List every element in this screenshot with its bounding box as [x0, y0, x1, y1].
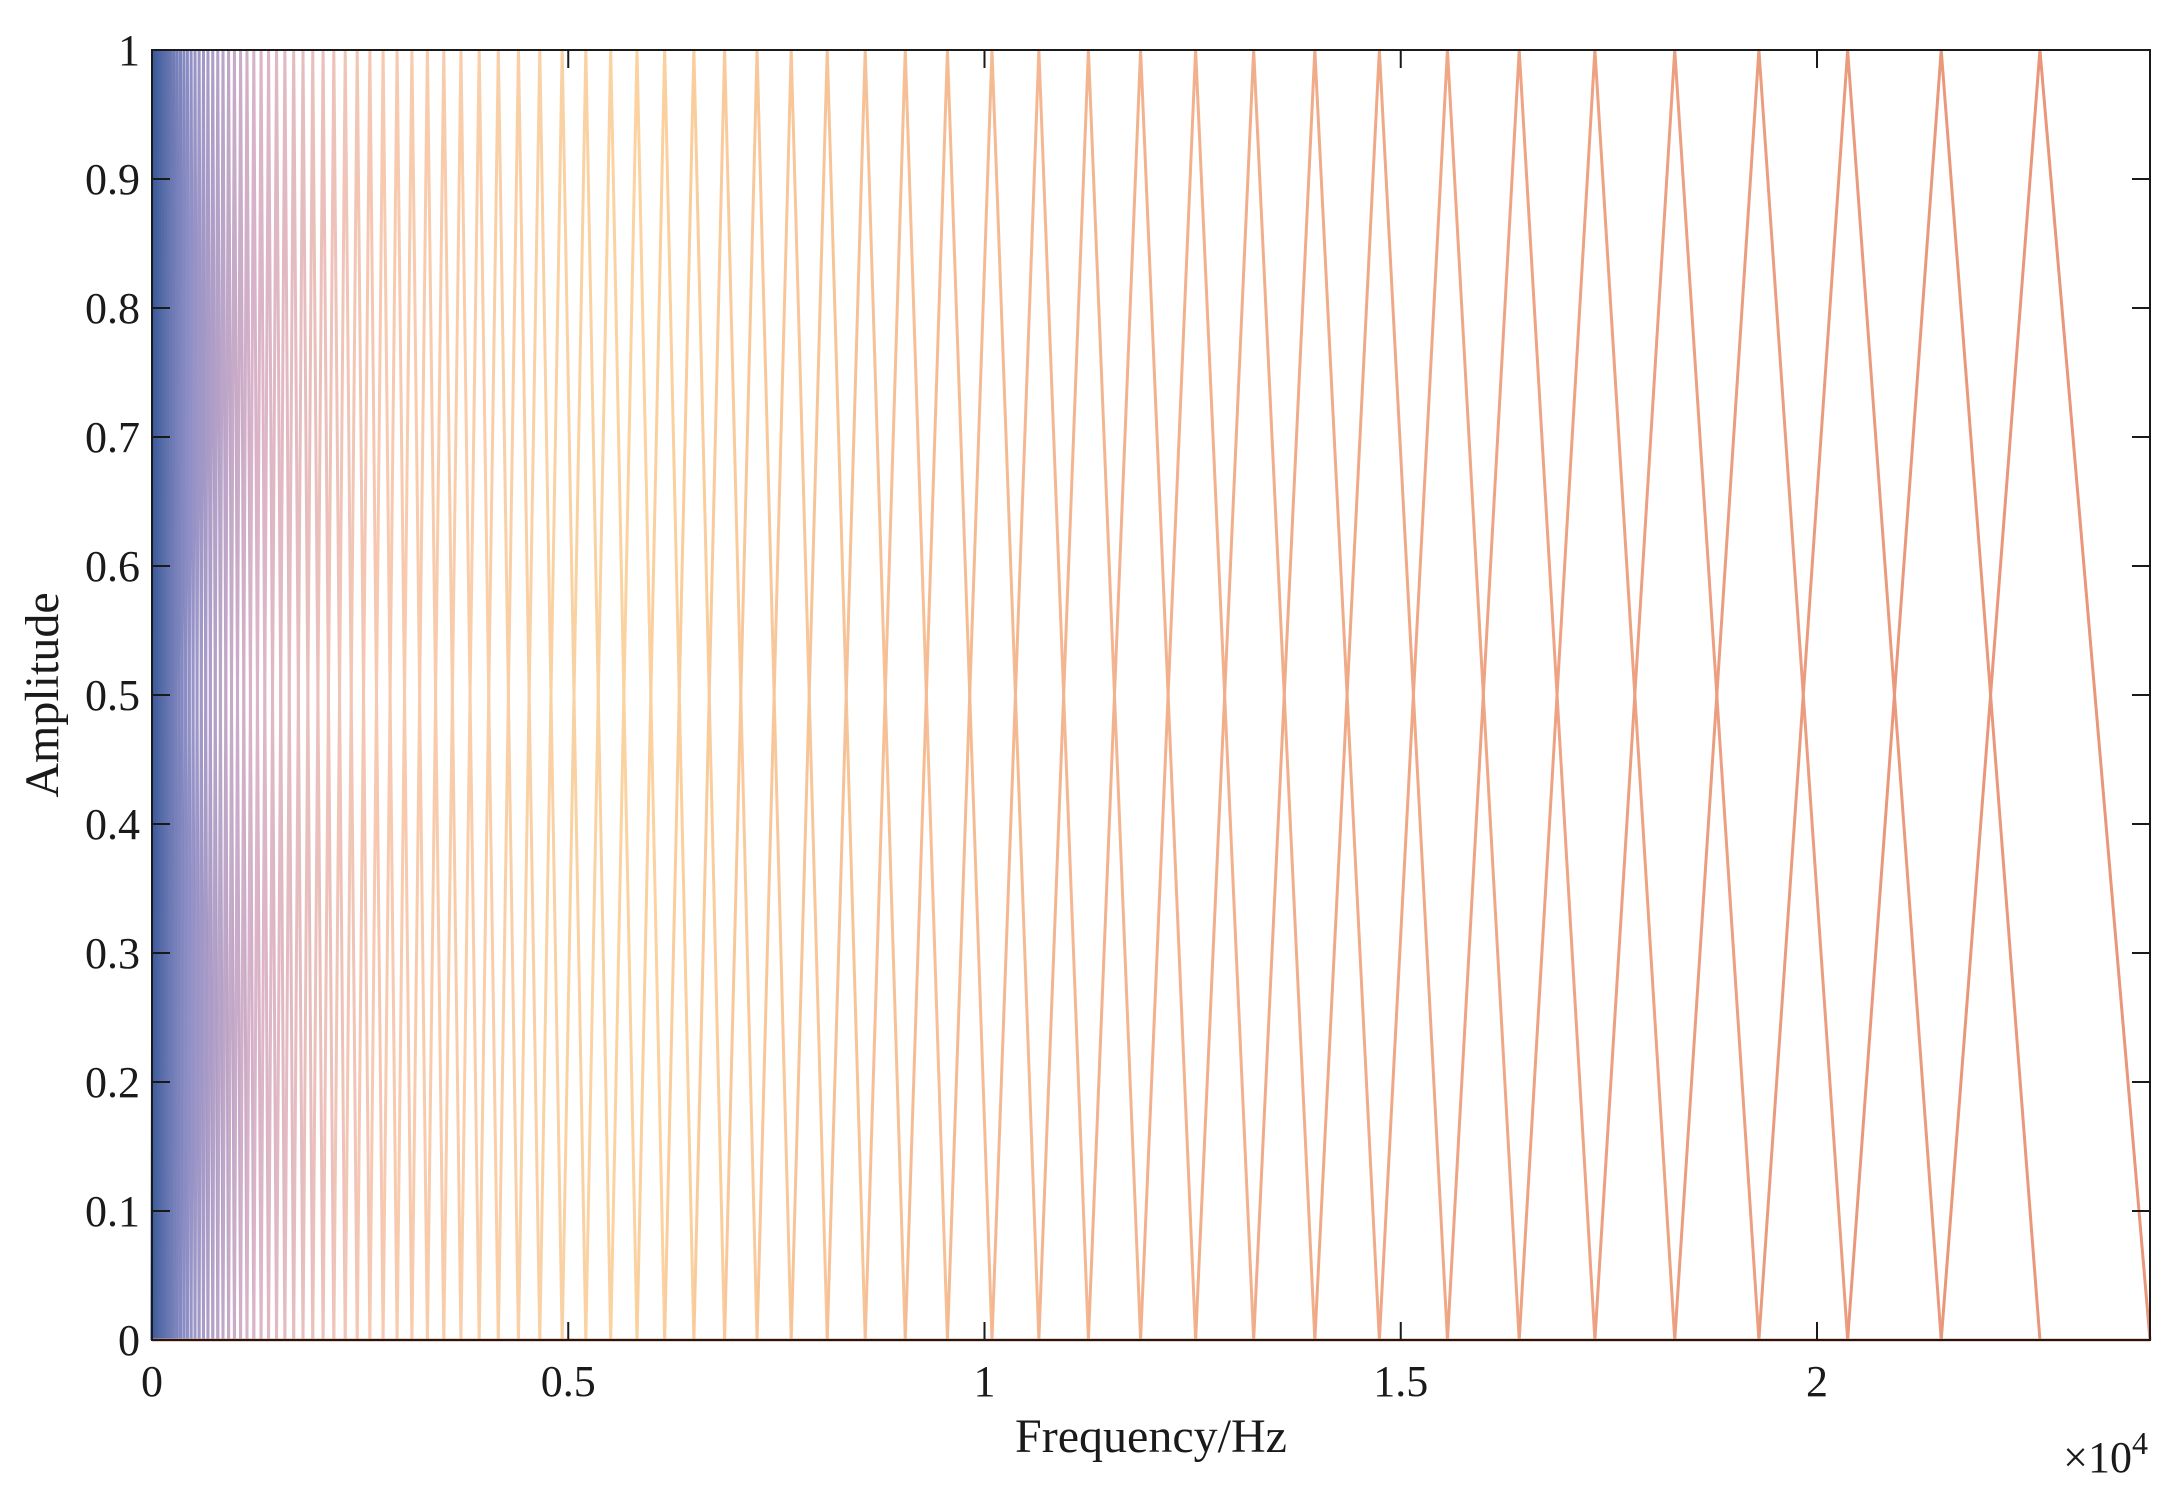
- y-tick-label: 0.9: [85, 155, 140, 204]
- y-tick-label: 0.2: [85, 1058, 140, 1107]
- x-tick-label: 1.5: [1373, 1357, 1428, 1406]
- filter-series-44: [152, 49, 2150, 1342]
- x-tick-label: 0: [141, 1357, 163, 1406]
- y-tick-label: 0: [118, 1316, 140, 1365]
- y-tick-label: 1: [118, 26, 140, 75]
- y-tick-label: 0.6: [85, 542, 140, 591]
- y-tick-label: 0.8: [85, 284, 140, 333]
- y-tick-label: 0.7: [85, 413, 140, 462]
- tick-layer: [151, 49, 2150, 1341]
- tick-label-layer: 0 0.5 1 1.5 2 0 0.1 0.2 0.3 0.4 0.5 0.6 0.7 0.8 0.9 1: [85, 26, 1828, 1406]
- y-tick-label: 0.3: [85, 929, 140, 978]
- x-exponent-base: ×10: [2063, 1433, 2132, 1482]
- y-tick-label: 0.4: [85, 800, 140, 849]
- x-tick-label: 1: [974, 1357, 996, 1406]
- y-tick-label: 0.5: [85, 671, 140, 720]
- y-tick-label: 0.1: [85, 1187, 140, 1236]
- filter-series-layer: [150, 49, 2152, 1342]
- x-tick-label: 2: [1806, 1357, 1828, 1406]
- x-tick-label: 0.5: [541, 1357, 596, 1406]
- x-axis-title: Frequency/Hz: [1015, 1410, 1287, 1463]
- x-exponent-power: 4: [2132, 1425, 2148, 1461]
- y-axis-title: Amplitude: [16, 592, 69, 797]
- x-axis-exponent: ×104: [2063, 1425, 2148, 1482]
